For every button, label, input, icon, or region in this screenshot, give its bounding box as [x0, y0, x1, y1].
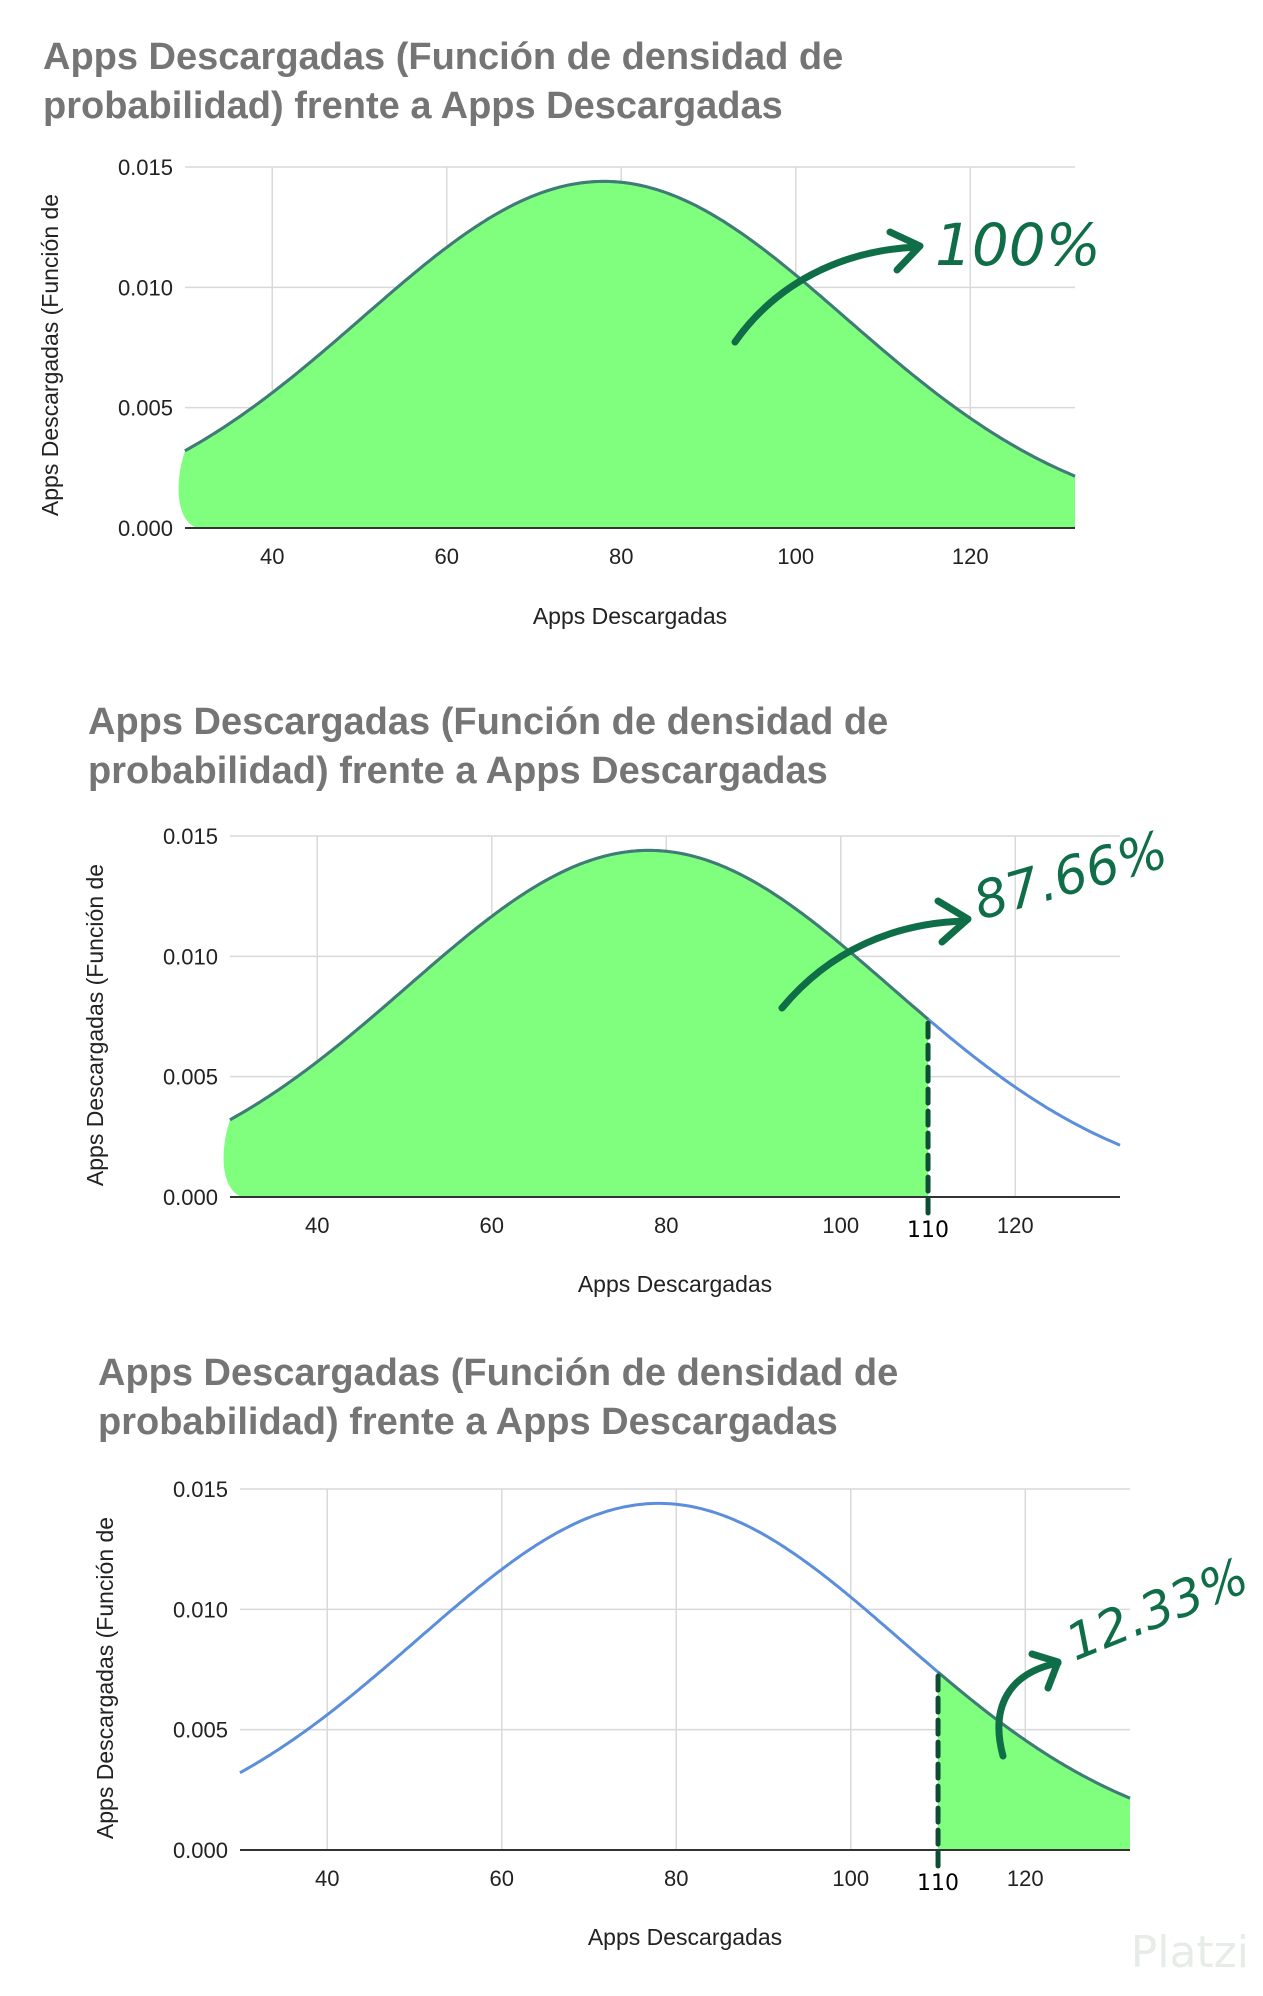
chart-panel-3: Apps Descargadas (Función de densidad de…: [0, 1318, 1263, 1983]
x-tick-label: 40: [260, 544, 284, 569]
cutoff-label: 110: [917, 1871, 959, 1896]
density-curve-shaded-edge: [184, 179, 1076, 478]
y-tick-label: 0.015: [173, 1477, 228, 1502]
shaded-probability-area: [938, 1672, 1130, 1850]
x-tick-label: 120: [952, 544, 989, 569]
cutoff-label: 110: [907, 1218, 949, 1243]
x-tick-label: 80: [654, 1213, 678, 1238]
annotation-arrow: [995, 1659, 1062, 1760]
density-curve-shaded-edge: [937, 1671, 1131, 1800]
y-tick-label: 0.015: [118, 155, 173, 180]
density-chart: 0.000 0.005 0.010 0.015 40 60 80 100 120 100% Apps…: [37, 155, 1101, 629]
shaded-probability-area: [178, 181, 1075, 528]
y-tick-label: 0.010: [118, 275, 173, 300]
density-curve-shaded-edge: [229, 848, 929, 1122]
x-tick-label: 40: [315, 1866, 339, 1891]
annotation-arrow: [731, 243, 922, 346]
chart-title: Apps Descargadas (Función de densidad de…: [88, 701, 889, 792]
x-axis-label: Apps Descargadas: [533, 603, 727, 629]
x-tick-label: 100: [777, 544, 814, 569]
x-tick-label: 80: [609, 544, 633, 569]
y-tick-label: 0.005: [118, 396, 173, 421]
chart-panel-1: Apps Descargadas (Función de densidad de…: [0, 0, 1263, 665]
x-tick-label: 80: [664, 1866, 688, 1891]
chart-title: Apps Descargadas (Función de densidad de…: [43, 36, 844, 127]
y-tick-label: 0.000: [118, 516, 173, 541]
y-tick-label: 0.005: [163, 1065, 218, 1090]
y-tick-label: 0.000: [173, 1838, 228, 1863]
probability-annotation: 100%: [935, 211, 1101, 279]
chart-panel-2: Apps Descargadas (Función de densidad de…: [0, 665, 1263, 1330]
x-axis-label: Apps Descargadas: [578, 1271, 772, 1297]
y-tick-label: 0.000: [163, 1185, 218, 1210]
x-tick-label: 40: [305, 1213, 329, 1238]
shaded-probability-area: [223, 850, 928, 1197]
x-tick-label: 100: [832, 1866, 869, 1891]
platzi-watermark: Platzi: [1130, 1927, 1249, 1978]
x-tick-label: 60: [435, 544, 459, 569]
density-chart: 0.000 0.005 0.010 0.015 40 60 80 100 120 110 87.66…: [82, 820, 1174, 1297]
probability-annotation: 12.33%: [1058, 1547, 1257, 1672]
x-tick-label: 100: [822, 1213, 859, 1238]
x-tick-label: 120: [997, 1213, 1034, 1238]
annotation-arrowhead: [934, 897, 972, 946]
y-tick-label: 0.010: [173, 1597, 228, 1622]
y-tick-label: 0.010: [163, 944, 218, 969]
x-tick-label: 60: [490, 1866, 514, 1891]
annotation-arrow: [778, 917, 969, 1012]
annotation-arrowhead: [1028, 1650, 1062, 1692]
x-tick-label: 120: [1007, 1866, 1044, 1891]
y-tick-label: 0.015: [163, 824, 218, 849]
y-axis-label: Apps Descargadas (Función de: [37, 194, 63, 516]
y-tick-label: 0.005: [173, 1718, 228, 1743]
y-axis-label: Apps Descargadas (Función de: [82, 864, 108, 1186]
chart-title: Apps Descargadas (Función de densidad de…: [98, 1352, 899, 1443]
x-tick-label: 60: [480, 1213, 504, 1238]
y-axis-label: Apps Descargadas (Función de: [92, 1517, 118, 1839]
x-axis-label: Apps Descargadas: [588, 1924, 782, 1950]
density-chart: 0.000 0.005 0.010 0.015 40 60 80 100 120 110 12.33…: [92, 1477, 1257, 1950]
probability-annotation: 87.66%: [967, 820, 1174, 932]
annotation-arrowhead: [886, 228, 924, 274]
